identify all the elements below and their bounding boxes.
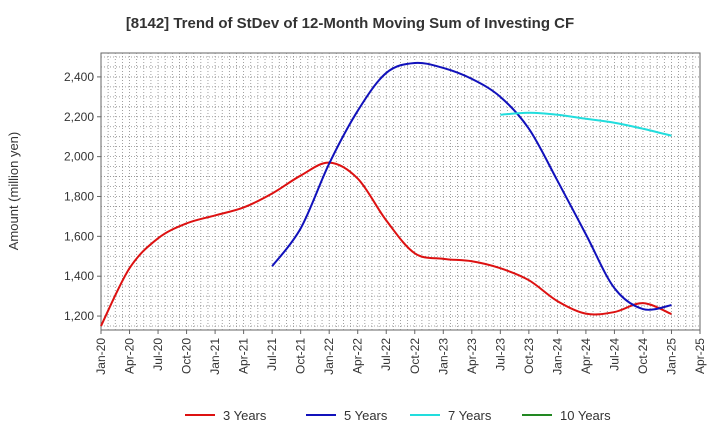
x-tick-label: Oct-23: [522, 338, 536, 374]
x-tick-label: Apr-24: [579, 338, 593, 374]
x-tick-label: Jan-23: [436, 338, 450, 375]
x-tick-label: Oct-24: [636, 338, 650, 374]
series-line-3-years: [100, 161, 672, 327]
x-tick-label: Jan-21: [208, 338, 222, 375]
x-tick-label: Jul-22: [379, 338, 393, 371]
series-line-5-years: [271, 61, 672, 311]
y-tick-label: 2,400: [64, 70, 94, 84]
y-tick-label: 2,000: [64, 150, 94, 164]
x-tick-label: Apr-25: [693, 338, 707, 374]
x-tick-label: Oct-20: [180, 338, 194, 374]
legend: 3 Years 5 Years 7 Years 10 Years: [185, 408, 611, 423]
legend-label: 3 Years: [223, 408, 267, 423]
x-tick-label: Jul-23: [493, 338, 507, 371]
x-tick-label: Oct-21: [294, 338, 308, 374]
x-tick-label: Jan-22: [322, 338, 336, 375]
legend-label: 10 Years: [560, 408, 611, 423]
y-tick-label: 2,200: [64, 110, 94, 124]
legend-label: 5 Years: [344, 408, 388, 423]
plot-area: 1,200 1,400 1,600 1,800 2,000 2,200 2,400 Jan-2…: [64, 52, 707, 375]
x-tick-label: Oct-22: [408, 338, 422, 374]
series-line-7-years: [500, 111, 672, 137]
x-tick-label: Apr-22: [351, 338, 365, 374]
x-tick-label: Apr-20: [123, 338, 137, 374]
x-tick-label: Jul-20: [151, 338, 165, 371]
y-tick-label: 1,600: [64, 229, 94, 243]
x-tick-label: Apr-21: [237, 338, 251, 374]
y-tick-label: 1,800: [64, 189, 94, 203]
x-tick-label: Jul-21: [265, 338, 279, 371]
chart-title: [8142] Trend of StDev of 12-Month Moving…: [126, 15, 574, 32]
x-tick-label: Jan-25: [664, 338, 678, 375]
y-axis-label: Amount (million yen): [6, 132, 21, 251]
legend-label: 7 Years: [448, 408, 492, 423]
x-tick-label: Jan-20: [94, 338, 108, 375]
y-tick-label: 1,400: [64, 269, 94, 283]
x-tick-label: Jul-24: [607, 338, 621, 371]
x-tick-label: Jan-24: [550, 338, 564, 375]
x-tick-label: Apr-23: [465, 338, 479, 374]
y-tick-label: 1,200: [64, 309, 94, 323]
